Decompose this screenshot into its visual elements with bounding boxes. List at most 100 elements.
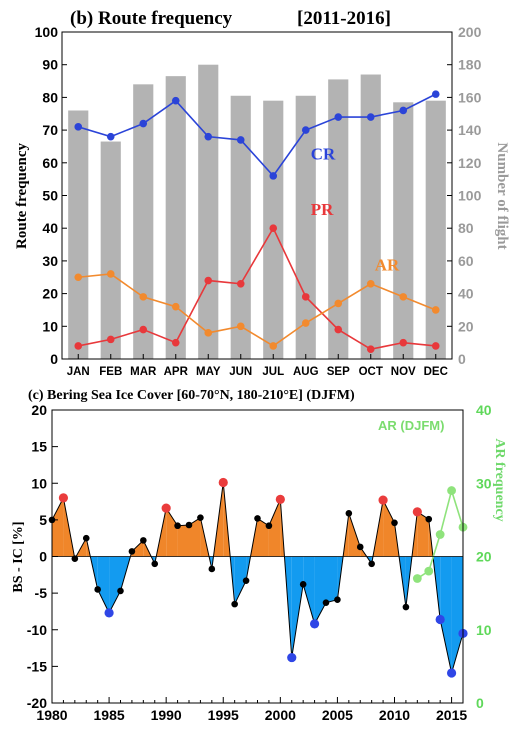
y-tick-label: -15 — [27, 658, 47, 674]
series-point-ar — [301, 319, 310, 327]
y2-tick-label: 0 — [458, 351, 466, 367]
x-tick-label: OCT — [359, 366, 383, 378]
y-tick-label: 10 — [31, 475, 47, 491]
y2-tick-label: 0 — [476, 695, 484, 711]
flight-count-bar — [68, 110, 89, 359]
x-tick-label: 1990 — [151, 707, 182, 723]
flight-count-bar — [295, 95, 316, 359]
series-point-ar — [204, 329, 213, 337]
ice-anomaly-point — [82, 534, 90, 542]
ice-anomaly-point — [161, 503, 171, 513]
y2-tick-label: 40 — [458, 286, 474, 302]
x-tick-label: 1980 — [36, 707, 67, 723]
ice-anomaly-point — [378, 495, 388, 505]
x-tick-label: 2000 — [265, 707, 296, 723]
series-point-pr — [204, 276, 213, 285]
y-tick-label: 0 — [39, 549, 47, 565]
y-tick-label: 10 — [42, 318, 58, 334]
ice-anomaly-point — [402, 603, 410, 611]
chart-b-y2-axis-label: Number of flight — [494, 142, 510, 249]
chart-c-y-axis-label: BS - IC [%] — [11, 521, 26, 592]
ice-anomaly-point — [117, 587, 124, 595]
series-point-ar — [399, 293, 408, 301]
series-point-pr — [171, 338, 180, 347]
x-tick-label: APR — [164, 366, 189, 378]
ice-anomaly-point — [368, 560, 375, 568]
ice-anomaly-point — [345, 509, 353, 517]
series-point-pr — [301, 293, 310, 301]
x-tick-label: SEP — [327, 366, 350, 378]
series-point-cr — [106, 132, 115, 141]
ice-anomaly-fill — [451, 556, 463, 673]
ice-anomaly-point — [299, 581, 307, 588]
y-tick-label: 60 — [42, 155, 58, 171]
ice-anomaly-point — [356, 543, 364, 551]
ice-anomaly-point — [197, 514, 204, 521]
series-point-cr — [301, 126, 310, 134]
y-tick-label: 100 — [35, 24, 59, 40]
series-point-cr — [236, 136, 245, 144]
y2-tick-label: 100 — [458, 188, 482, 204]
flight-count-bar — [198, 64, 219, 359]
series-line-ar — [78, 273, 437, 347]
flight-count-bar — [133, 84, 154, 359]
ice-anomaly-fill — [97, 556, 110, 613]
x-tick-label: 1995 — [208, 707, 239, 723]
ice-anomaly-fill — [291, 556, 304, 658]
ice-anomaly-fill — [234, 556, 247, 605]
series-point-cr — [399, 106, 408, 115]
x-tick-label: MAR — [130, 366, 157, 378]
ice-anomaly-fill — [303, 556, 315, 624]
series-line-cr — [78, 93, 437, 178]
series-line-pr — [78, 226, 436, 351]
chart-b-y-axis-label: Route frequency — [14, 143, 30, 249]
ice-anomaly-point — [275, 494, 285, 504]
ice-anomaly-point — [185, 521, 193, 529]
y-tick-label: -5 — [35, 585, 48, 601]
ice-anomaly-fill — [268, 499, 281, 557]
series-point-ar — [106, 270, 115, 278]
y2-tick-label: 200 — [458, 24, 482, 40]
ice-anomaly-point — [391, 519, 398, 527]
chart-b-title-prefix: (b) Route frequency — [70, 8, 233, 29]
series-point-pr — [366, 345, 375, 353]
ice-anomaly-fill — [189, 517, 201, 557]
ice-anomaly-fill — [177, 525, 189, 557]
series-point-pr — [236, 279, 245, 288]
series-point-ar — [139, 293, 148, 301]
x-tick-label: 2005 — [322, 707, 353, 723]
chart-c-y2-axis-label: AR frequency — [492, 438, 507, 521]
ice-anomaly-point — [208, 565, 216, 573]
x-tick-label: JUN — [229, 366, 252, 378]
y2-tick-label: 40 — [476, 402, 492, 418]
series-point-ar — [431, 306, 440, 314]
ice-anomaly-point — [94, 586, 101, 593]
y-tick-label: 0 — [50, 351, 58, 367]
ar-frequency-point — [424, 566, 434, 576]
x-tick-label: NOV — [391, 366, 416, 378]
route-frequency-chart: (b) Route frequency [2011-2016] Route fr… — [14, 8, 510, 378]
series-point-pr — [269, 224, 278, 232]
ice-anomaly-point — [435, 614, 445, 625]
series-point-pr — [139, 325, 148, 334]
series-point-cr — [269, 172, 278, 180]
ice-anomaly-fill — [109, 556, 121, 613]
y-tick-label: 5 — [39, 512, 47, 528]
chart-b-title-period: [2011-2016] — [297, 8, 391, 29]
y-tick-label: 50 — [42, 188, 58, 204]
ice-anomaly-point — [425, 515, 433, 523]
ice-anomaly-point — [140, 537, 147, 544]
series-point-pr — [74, 342, 83, 350]
ice-anomaly-point — [254, 515, 261, 522]
y-tick-label: 20 — [42, 286, 58, 302]
bering-sea-ice-chart: (c) Bering Sea Ice Cover [60-70°N, 180-2… — [11, 388, 507, 723]
series-point-ar — [171, 302, 180, 311]
x-tick-label: FEB — [99, 366, 122, 378]
flight-count-bar — [165, 76, 186, 360]
series-point-ar — [236, 322, 245, 331]
y2-tick-label: 80 — [458, 220, 474, 236]
y-tick-label: -20 — [27, 695, 47, 711]
ice-anomaly-point — [218, 477, 228, 488]
series-point-ar — [334, 299, 343, 308]
